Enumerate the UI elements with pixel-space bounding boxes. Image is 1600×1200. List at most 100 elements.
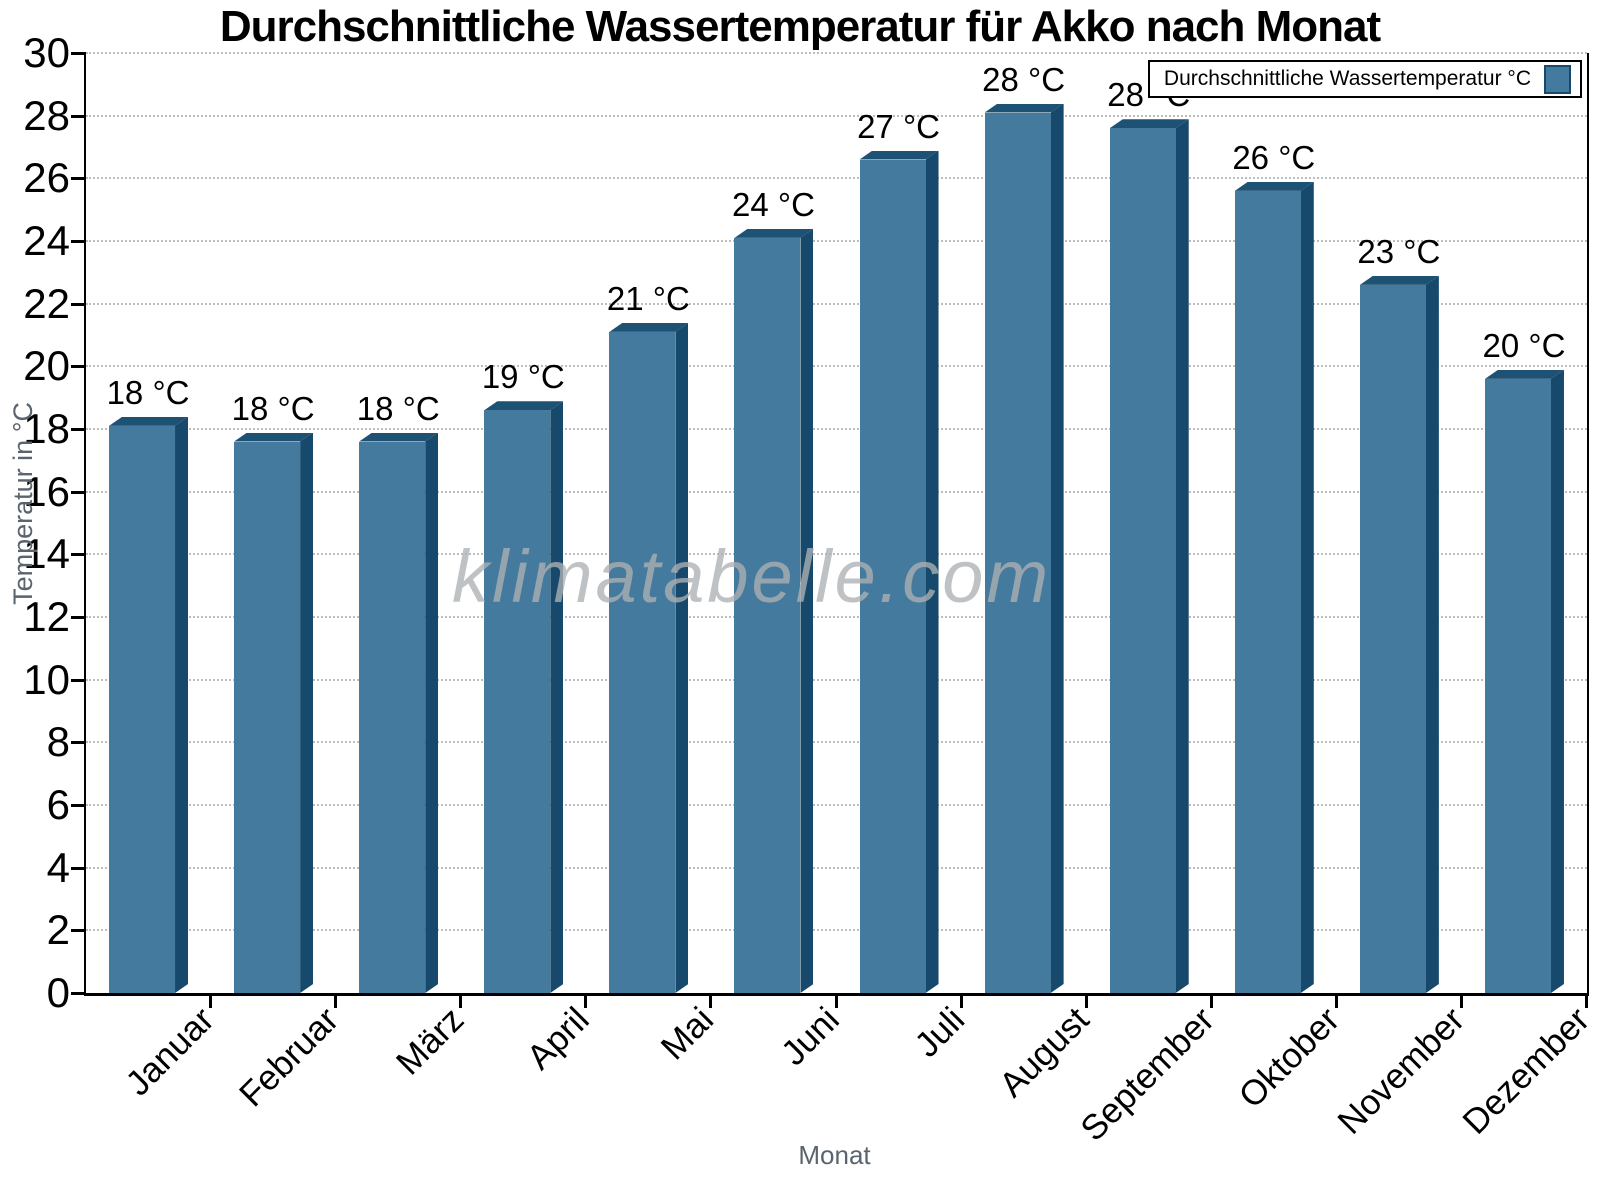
y-tick-mark xyxy=(71,302,86,306)
bar xyxy=(609,323,688,993)
y-tick-mark xyxy=(71,741,86,745)
grid-line xyxy=(86,553,1587,556)
x-tick-mark xyxy=(584,993,588,1008)
bar xyxy=(859,151,939,993)
grid-line xyxy=(86,866,1587,869)
bar xyxy=(359,433,438,993)
bar-top-face xyxy=(109,417,188,426)
y-tick-label: 26 xyxy=(23,154,70,202)
grid-line xyxy=(86,490,1587,493)
bar xyxy=(734,229,813,993)
y-tick-mark xyxy=(71,553,86,557)
x-tick-label: Mai xyxy=(653,1000,722,1068)
plot-area: 0 2 4 6 8 10 12 14 16 18 20 22 24 26 28 30 18 °C Januar 18… xyxy=(23,32,1597,1149)
x-tick-mark xyxy=(1334,993,1338,1008)
grid-line xyxy=(86,240,1587,242)
x-tick-label: Februar xyxy=(231,1000,347,1115)
legend-swatch-icon xyxy=(1544,64,1571,94)
bar-side-face xyxy=(175,417,188,993)
bar-side-face xyxy=(550,401,563,993)
grid-line xyxy=(86,616,1587,618)
bar-top-face xyxy=(359,433,438,442)
x-tick-label: April xyxy=(519,1000,597,1078)
legend: Durchschnittliche Wassertemperatur °C xyxy=(1147,60,1582,98)
bar xyxy=(1359,276,1439,993)
grid-line xyxy=(86,114,1587,117)
x-tick-mark xyxy=(709,993,713,1008)
bar-side-face xyxy=(1176,119,1189,993)
x-tick-mark xyxy=(1209,993,1213,1008)
y-tick-label: 6 xyxy=(46,781,70,828)
bar xyxy=(1234,182,1314,993)
bar-front xyxy=(734,237,801,993)
y-tick-label: 2 xyxy=(46,906,70,954)
x-tick-label: August xyxy=(992,1000,1097,1105)
bar-value-label: 18 °C xyxy=(231,389,315,427)
bar-front xyxy=(1484,378,1551,993)
x-tick-label: Juli xyxy=(906,1000,972,1065)
y-tick-label: 12 xyxy=(23,593,70,640)
y-tick-label: 20 xyxy=(23,342,70,390)
bar-value-label: 19 °C xyxy=(481,358,565,396)
bar-top-face xyxy=(484,401,563,410)
bar-value-label: 18 °C xyxy=(356,389,440,427)
bar-top-face xyxy=(609,323,688,332)
bar-front xyxy=(1109,128,1176,993)
x-axis-title: Monat xyxy=(798,1140,871,1170)
watermark: klimatabelle.com xyxy=(452,535,1052,618)
y-tick-mark xyxy=(71,177,86,181)
grid-line xyxy=(86,741,1587,744)
bar xyxy=(984,104,1064,993)
bar-front xyxy=(859,159,926,993)
grid-line xyxy=(86,302,1587,305)
x-tick-label: März xyxy=(388,1000,472,1083)
bar-value-label: 23 °C xyxy=(1357,232,1441,270)
grid-line xyxy=(86,678,1587,681)
bar-front xyxy=(1359,284,1426,993)
y-tick-mark xyxy=(71,616,86,619)
bar-side-face xyxy=(425,433,438,993)
bar-top-face xyxy=(234,433,313,442)
y-tick-label: 24 xyxy=(23,217,70,264)
y-axis-title: Temperatur in °C xyxy=(8,402,38,605)
grid-line xyxy=(86,52,1587,54)
bar-side-face xyxy=(1051,104,1064,993)
bar-top-face xyxy=(734,229,813,238)
bar-front xyxy=(1234,190,1301,993)
bar-front xyxy=(609,331,676,993)
x-tick-mark xyxy=(334,993,338,1008)
bar-side-face xyxy=(1301,182,1314,993)
bar-value-label: 28 °C xyxy=(982,60,1066,98)
grid-line xyxy=(86,804,1587,806)
bar-side-face xyxy=(300,433,313,993)
bar-side-face xyxy=(1551,370,1564,993)
bar xyxy=(234,433,313,993)
y-tick-mark xyxy=(71,992,86,995)
y-tick-mark xyxy=(71,678,86,682)
grid-line xyxy=(86,177,1587,180)
y-tick-label: 8 xyxy=(46,718,70,766)
y-tick-mark xyxy=(71,428,86,431)
y-tick-mark xyxy=(71,866,86,870)
bar-side-face xyxy=(675,323,688,993)
y-tick-label: 10 xyxy=(23,655,70,703)
bar-value-label: 26 °C xyxy=(1232,138,1316,176)
x-tick-label: Juni xyxy=(773,1000,847,1073)
grid-line xyxy=(86,365,1587,368)
bar-front xyxy=(234,441,301,993)
bar-value-label: 21 °C xyxy=(606,279,690,317)
bar-top-face xyxy=(1360,276,1439,285)
bar-front xyxy=(109,425,176,993)
bar-top-face xyxy=(1485,370,1564,379)
y-tick-label: 0 xyxy=(46,969,70,1016)
x-tick-label: September xyxy=(1073,1000,1222,1149)
grid-line xyxy=(86,428,1587,430)
y-tick-mark xyxy=(71,240,86,243)
grid-line xyxy=(86,929,1587,932)
bar-top-face xyxy=(985,104,1064,113)
x-tick-mark xyxy=(459,993,463,1008)
y-tick-mark xyxy=(71,804,86,807)
x-tick-label: Dezember xyxy=(1455,1000,1598,1142)
bar-value-label: 27 °C xyxy=(857,107,940,145)
bar-front xyxy=(359,441,426,993)
